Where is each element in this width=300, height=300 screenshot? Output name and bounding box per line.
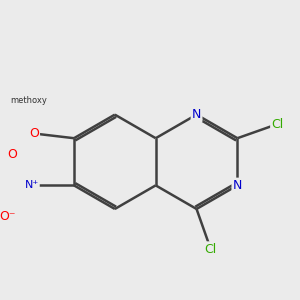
- Text: Cl: Cl: [272, 118, 284, 130]
- Text: O: O: [8, 148, 18, 161]
- Text: O⁻: O⁻: [0, 209, 16, 223]
- Text: Cl: Cl: [205, 243, 217, 256]
- Text: O: O: [29, 127, 39, 140]
- Text: methoxy: methoxy: [11, 96, 48, 105]
- Text: N: N: [233, 179, 242, 192]
- Text: N⁺: N⁺: [24, 180, 39, 190]
- Text: N: N: [192, 108, 201, 121]
